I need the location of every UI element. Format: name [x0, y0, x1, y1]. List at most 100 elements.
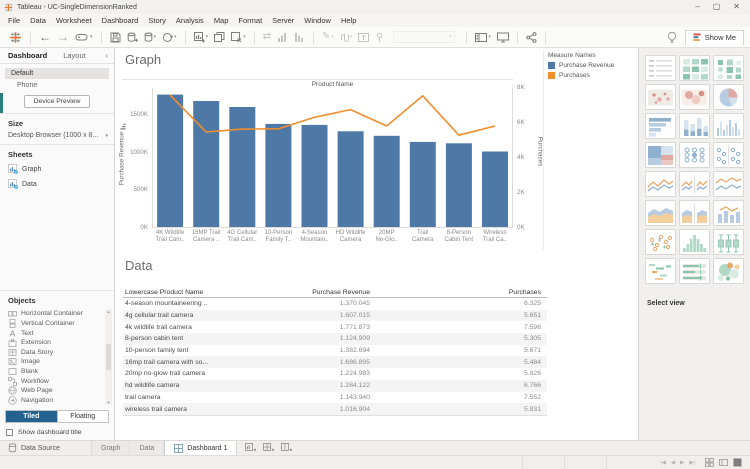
close-icon[interactable]: ✕ [733, 2, 740, 11]
show-dashboard-title-checkbox[interactable] [6, 429, 13, 436]
show-me-thumb-lines-continuous[interactable] [645, 171, 676, 197]
show-me-thumb-circle-views[interactable] [679, 142, 710, 168]
full-view-icon[interactable] [733, 458, 742, 467]
object-item-workflow[interactable]: Workflow [0, 376, 114, 386]
show-me-thumb-bullet-graph[interactable] [679, 258, 710, 284]
bar-line-chart[interactable] [152, 88, 513, 228]
show-me-thumb-lines-discrete[interactable] [679, 171, 710, 197]
show-me-thumb-text-table[interactable] [645, 55, 676, 81]
object-item-image[interactable]: Image [0, 357, 114, 367]
sort-icon[interactable] [119, 123, 125, 130]
show-me-thumb-scatter-plot[interactable] [645, 229, 676, 255]
show-me-thumb-area-discrete[interactable] [679, 200, 710, 226]
menu-item-help[interactable]: Help [340, 16, 357, 25]
color-legend[interactable]: Measure Names Purchase Revenue Purchases [548, 52, 636, 82]
clear-sheet-icon[interactable]: ▾ [231, 28, 246, 46]
bar-mark[interactable] [337, 131, 364, 228]
tiled-button[interactable]: Tiled [6, 411, 57, 422]
sort-ascending-icon[interactable] [277, 32, 288, 43]
show-me-thumb-stacked-bars[interactable] [679, 113, 710, 139]
table-row[interactable]: 10-person family tent 1.382.694 5.671 [125, 347, 541, 355]
table-column-header[interactable]: Purchase Revenue [312, 289, 370, 296]
tab-dashboard[interactable]: Dashboard [8, 51, 48, 60]
sheet-tab-data[interactable]: Data [130, 441, 165, 455]
highlight-icon[interactable]: ✎ ▾ [321, 31, 334, 42]
revert-icon[interactable]: ▾ [75, 28, 93, 46]
format-workbook-icon[interactable]: ▾ [340, 28, 352, 46]
table-row[interactable]: 16mp trail camera with so... 1.686.895 5.4… [123, 356, 547, 369]
table-row[interactable]: hd wildlife camera 1.284.122 6.766 [123, 379, 547, 392]
next-record-icon[interactable]: ▶ [680, 459, 685, 466]
show-me-thumb-symbol-map[interactable] [645, 84, 676, 110]
show-me-thumb-gantt[interactable] [645, 258, 676, 284]
show-me-thumb-treemap[interactable] [645, 142, 676, 168]
menu-item-worksheet[interactable]: Worksheet [55, 16, 92, 25]
show-mark-labels-icon[interactable] [358, 32, 370, 43]
show-me-thumb-box-and-whisker[interactable] [713, 229, 744, 255]
lightbulb-icon[interactable] [666, 31, 678, 44]
menu-item-dashboard[interactable]: Dashboard [101, 16, 139, 25]
maximize-icon[interactable]: ▢ [712, 2, 721, 11]
tableau-logo-icon[interactable] [9, 31, 22, 44]
collapse-pane-icon[interactable]: ‹ [105, 51, 108, 60]
table-row[interactable]: 4-season mountaineering .. 1.370.045 6.325 [125, 300, 541, 308]
new-dashboard-icon[interactable] [263, 443, 275, 453]
table-column-header[interactable]: Purchases [508, 289, 541, 296]
sheet-tab-graph[interactable]: Graph [92, 441, 131, 455]
show-me-thumb-packed-bubbles[interactable] [713, 258, 744, 284]
data-source-tab[interactable]: Data Source [0, 441, 92, 455]
grid-view-icon[interactable] [705, 458, 714, 467]
bar-mark[interactable] [409, 141, 436, 228]
menu-item-server[interactable]: Server [272, 16, 295, 25]
presentation-mode-icon[interactable] [496, 32, 509, 43]
table-row[interactable]: 20mp no-glow trail camera 1.224.983 5.826 [125, 370, 541, 378]
saved-data-sources-icon[interactable]: ▾ [144, 28, 156, 46]
device-preview-button[interactable]: Device Preview [23, 95, 91, 108]
new-worksheet-icon[interactable]: ▾ [193, 28, 208, 46]
show-cards-icon[interactable]: ▾ [475, 28, 491, 46]
table-row[interactable]: trail camera 1.143.940 7.552 [125, 393, 541, 401]
bar-mark[interactable] [445, 143, 472, 228]
right-axis-title[interactable]: Purchases [536, 136, 544, 167]
bar-mark[interactable] [265, 123, 292, 228]
show-me-thumb-dual-lines[interactable] [713, 171, 744, 197]
new-worksheet-icon[interactable] [245, 443, 257, 453]
object-item-data-story[interactable]: Data Story [0, 347, 114, 357]
menu-item-analysis[interactable]: Analysis [175, 16, 204, 25]
left-axis-title[interactable]: Purchase Revenue [119, 105, 126, 205]
show-me-thumb-pie-chart[interactable] [713, 84, 744, 110]
bar-mark[interactable] [301, 124, 328, 228]
previous-record-icon[interactable]: ◀ [670, 459, 676, 466]
sheet-item-graph[interactable]: Graph [0, 162, 114, 177]
pause-auto-updates-icon[interactable]: ▾ [162, 28, 177, 46]
menu-item-map[interactable]: Map [213, 16, 229, 25]
bar-mark[interactable] [373, 135, 400, 228]
sheet-tab-dashboard-1[interactable]: Dashboard 1 [164, 441, 238, 455]
show-me-button[interactable]: Show Me [684, 29, 744, 45]
objects-scrollbar[interactable]: ▲ ▼ [105, 309, 112, 405]
new-story-icon[interactable] [281, 443, 293, 453]
show-me-thumb-area-continuous[interactable] [645, 200, 676, 226]
show-me-thumb-heat-map[interactable] [713, 55, 744, 81]
menu-item-file[interactable]: File [8, 16, 21, 25]
sheet-item-data[interactable]: Data [0, 177, 114, 192]
legend-item[interactable]: Purchases [548, 72, 636, 79]
size-dropdown[interactable]: Desktop Browser (1000 x 8... ▾ [8, 132, 108, 139]
forward-icon[interactable]: → [57, 30, 69, 44]
table-row[interactable]: 4g cellular trail camera 1.607.015 5.651 [123, 309, 547, 322]
last-record-icon[interactable]: ▶| [689, 459, 695, 466]
device-default-row[interactable]: Default [5, 68, 109, 79]
table-row[interactable]: 8-person cabin tent 1.124.909 5.305 [123, 333, 547, 345]
show-me-thumb-highlight-table[interactable] [679, 55, 710, 81]
object-item-horizontal-container[interactable]: Horizontal Container [0, 309, 114, 319]
object-item-blank[interactable]: Blank [0, 367, 114, 377]
object-item-navigation[interactable]: Navigation [0, 395, 114, 405]
fit-selector-icon[interactable]: ▾ [390, 31, 458, 43]
duplicate-icon[interactable] [214, 31, 225, 43]
object-item-vertical-container[interactable]: Vertical Container [0, 319, 114, 329]
show-me-thumb-side-by-side-bars[interactable] [713, 113, 744, 139]
sort-descending-icon[interactable] [294, 32, 305, 43]
floating-button[interactable]: Floating [56, 411, 108, 422]
show-me-thumb-horizontal-bars[interactable] [645, 113, 676, 139]
show-me-thumb-histogram[interactable] [679, 229, 710, 255]
